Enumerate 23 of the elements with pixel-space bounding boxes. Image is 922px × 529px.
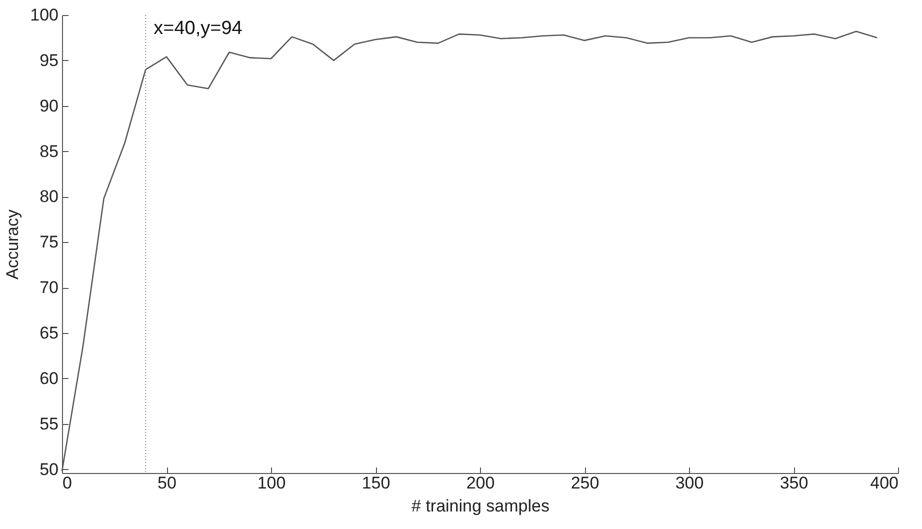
x-tick-label: 400 <box>870 474 898 492</box>
x-tick-label: 50 <box>158 474 176 492</box>
x-tick-label: 150 <box>362 474 390 492</box>
y-tick-label: 55 <box>40 414 58 434</box>
x-tick-label: 200 <box>466 474 495 492</box>
y-tick-label: 65 <box>40 324 58 343</box>
y-tick-label: 85 <box>40 142 58 161</box>
y-tick-label: 60 <box>40 368 58 388</box>
y-tick-label: 90 <box>40 96 58 116</box>
y-axis-title: Accuracy <box>3 209 22 280</box>
y-tick-label: 50 <box>40 460 58 479</box>
ref-line-label: x=40,y=94 <box>154 18 243 39</box>
x-axis-title: # training samples <box>412 496 550 516</box>
x-tick-label: 0 <box>62 474 72 492</box>
y-tick-label: 95 <box>40 50 58 70</box>
x-tick-label: 300 <box>675 474 704 492</box>
x-tick-label: 250 <box>570 474 600 492</box>
y-tick-label: 70 <box>40 278 58 298</box>
y-tick-label: 75 <box>40 232 58 252</box>
y-tick-label: 100 <box>30 6 58 24</box>
x-tick-label: 100 <box>257 474 286 492</box>
y-tick-label: 80 <box>40 187 58 206</box>
x-tick-label: 350 <box>780 474 808 492</box>
